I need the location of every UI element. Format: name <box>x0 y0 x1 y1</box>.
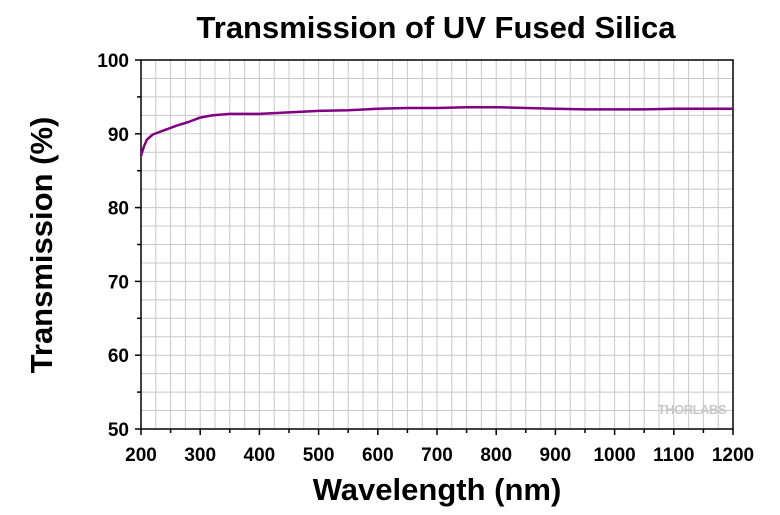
transmission-line <box>139 105 733 157</box>
x-tick-label: 300 <box>184 445 216 466</box>
y-axis-label: Transmission (%) <box>24 117 59 374</box>
y-tick-labels: 50 60 70 80 90 100 <box>97 51 129 441</box>
x-tick-label: 1200 <box>712 445 754 466</box>
x-tick-label: 200 <box>125 445 157 466</box>
thorlabs-logo: THORLABS <box>658 402 727 417</box>
y-tick-label: 70 <box>108 272 129 293</box>
x-tick-labels: 200 300 400 500 600 700 800 900 1000 1100 1200 <box>125 445 754 466</box>
y-tick-label: 50 <box>108 420 129 441</box>
y-tick-label: 60 <box>108 346 129 367</box>
grid <box>141 60 733 429</box>
x-axis-label: Wavelength (nm) <box>313 472 562 507</box>
x-tick-label: 1100 <box>653 445 694 466</box>
x-tick-label: 400 <box>244 445 276 466</box>
x-tick-label: 900 <box>540 445 572 466</box>
x-tick-label: 1000 <box>593 445 635 466</box>
x-tick-label: 700 <box>421 445 453 466</box>
x-tick-label: 500 <box>303 445 335 466</box>
x-tick-label: 800 <box>480 445 512 466</box>
chart-title: Transmission of UV Fused Silica <box>197 10 677 45</box>
y-tick-label: 80 <box>108 199 129 220</box>
y-tick-label: 90 <box>108 125 129 146</box>
axis-ticks <box>135 59 734 435</box>
y-tick-label: 100 <box>97 51 129 72</box>
x-tick-label: 600 <box>362 445 394 466</box>
